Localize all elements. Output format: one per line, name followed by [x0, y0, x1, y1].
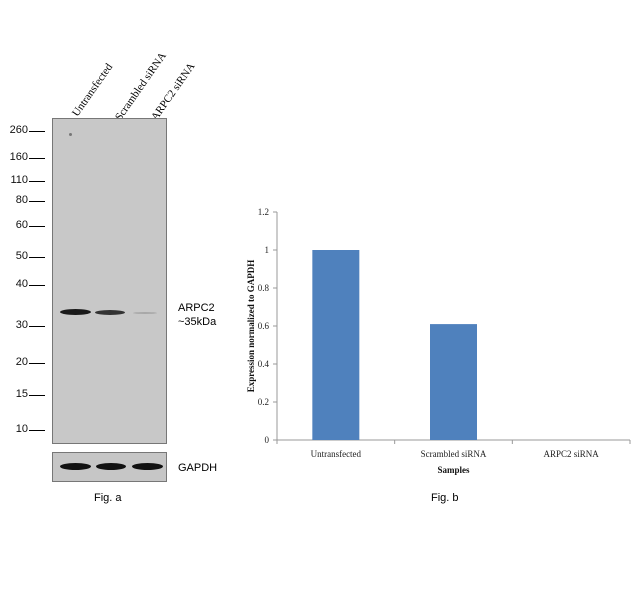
mw-marker-tick — [29, 430, 45, 431]
figure-b-caption: Fig. b — [431, 492, 459, 504]
target-protein-name: ARPC2 — [178, 302, 215, 314]
band-arpc2-lane-2 — [95, 310, 125, 315]
y-tick-label: 0.6 — [258, 321, 270, 331]
loading-control-label: GAPDH — [178, 462, 218, 474]
y-tick-label: 1.2 — [258, 207, 269, 217]
y-axis-title: Expression normalized to GAPDH — [246, 260, 256, 393]
mw-marker-label: 30 — [15, 319, 28, 331]
band-gapdh-lane-2 — [96, 463, 126, 470]
band-gapdh-lane-3 — [132, 463, 163, 470]
mw-marker-tick — [29, 395, 45, 396]
x-tick-label: Scrambled siRNA — [421, 449, 487, 459]
bar-chart: 0 0.2 0.4 0.6 0.8 1 1.2 Untransfected Scrambled … — [246, 207, 631, 475]
mw-marker-tick — [29, 363, 45, 364]
mw-marker-tick — [29, 181, 45, 182]
mw-marker-tick — [29, 201, 45, 202]
mw-marker-label: 15 — [15, 388, 28, 400]
mw-marker-tick — [29, 257, 45, 258]
bar — [430, 324, 477, 440]
y-tick-label: 0 — [265, 435, 270, 445]
mw-marker-label: 20 — [15, 356, 28, 368]
target-protein-label: ARPC2 ~35kDa — [178, 301, 216, 329]
blot-membrane-main — [52, 118, 167, 444]
mw-marker-tick — [29, 158, 45, 159]
x-axis-title: Samples — [437, 465, 470, 475]
y-tick-label: 0.8 — [258, 283, 270, 293]
chart-bars — [312, 250, 477, 440]
mw-marker-tick — [29, 285, 45, 286]
y-tick-label: 1 — [265, 245, 270, 255]
mw-marker-label: 10 — [15, 423, 28, 435]
target-protein-size: ~35kDa — [178, 316, 217, 328]
mw-marker-tick — [29, 326, 45, 327]
mw-marker-label: 160 — [9, 151, 28, 163]
lane-label-untransfected: Untransfected — [70, 61, 116, 119]
mw-marker-tick — [29, 131, 45, 132]
mw-marker-label: 110 — [10, 174, 28, 186]
mw-marker-label: 260 — [9, 124, 28, 136]
mw-marker-tick — [29, 226, 45, 227]
figure-a-caption: Fig. a — [94, 492, 122, 504]
band-arpc2-lane-3 — [133, 312, 157, 314]
band-gapdh-lane-1 — [60, 463, 91, 470]
band-arpc2-lane-1 — [60, 309, 91, 315]
mw-marker-label: 50 — [15, 250, 28, 262]
mw-marker-label: 80 — [15, 194, 28, 206]
x-tick-label: Untransfected — [311, 449, 362, 459]
bar — [312, 250, 360, 440]
blot-speck — [69, 133, 72, 136]
y-tick-label: 0.4 — [258, 359, 270, 369]
mw-marker-label: 40 — [15, 278, 28, 290]
blot-membrane-gapdh — [52, 452, 167, 482]
chart-labels: 0 0.2 0.4 0.6 0.8 1 1.2 Untransfected Scrambled … — [246, 207, 599, 475]
mw-marker-label: 60 — [15, 219, 28, 231]
x-tick-label: ARPC2 siRNA — [544, 449, 600, 459]
y-tick-label: 0.2 — [258, 397, 269, 407]
